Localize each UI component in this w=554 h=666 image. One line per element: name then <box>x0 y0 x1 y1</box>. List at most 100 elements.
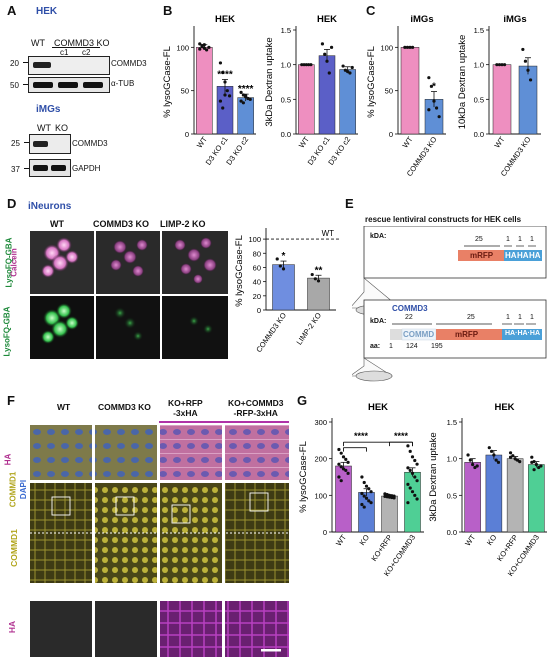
micro-limp2-green <box>162 296 228 359</box>
data-point <box>367 487 371 491</box>
y-tick-label: 40 <box>253 278 261 287</box>
data-point <box>364 496 369 500</box>
bar <box>307 277 330 311</box>
band <box>83 82 103 88</box>
y-tick-label: 200 <box>314 455 327 464</box>
data-point <box>239 90 243 94</box>
blot1-mw2: 50 <box>10 81 19 90</box>
bar <box>485 454 503 533</box>
data-point <box>337 447 341 452</box>
data-point <box>341 64 345 68</box>
data-point <box>339 465 343 469</box>
data-point <box>475 464 479 468</box>
cells-wt <box>41 237 79 344</box>
box1-mrfp: mRFP <box>470 251 494 260</box>
data-point <box>427 76 431 80</box>
reference-line-label: WT <box>322 229 335 238</box>
y-tick-label: 60 <box>253 263 261 272</box>
box1-n1a: 1 <box>506 236 510 243</box>
y-tick-label: 1.0 <box>281 61 291 70</box>
box2-n1c: 1 <box>530 314 534 321</box>
y-tick-label: 0 <box>323 528 327 537</box>
panel-g-letter: G <box>297 393 308 408</box>
panel-e-constructs <box>352 226 547 382</box>
box1-n1c: 1 <box>530 236 534 243</box>
blot2-band2-label: GAPDH <box>72 164 101 173</box>
panel-f-row1-dapi: DAPI <box>19 479 29 500</box>
data-point <box>339 451 343 455</box>
data-point <box>221 106 225 110</box>
cells-limp2 <box>174 237 217 334</box>
x-tick-label: COMMD3 KO <box>254 311 288 354</box>
band <box>33 62 51 68</box>
y-tick-label: 1.0 <box>447 455 457 464</box>
box2-aa1: 1 <box>389 343 393 350</box>
y-tick-label: 0 <box>257 306 261 315</box>
significance-label: **** <box>238 84 254 95</box>
chart-title: HEK <box>317 14 337 25</box>
data-point <box>429 84 434 88</box>
blot1-clone1: c1 <box>60 48 69 57</box>
data-point <box>494 458 498 462</box>
box2-ha: HA·HA·HA <box>505 330 540 337</box>
bar <box>506 458 524 533</box>
y-tick-label: 1.5 <box>474 26 484 35</box>
mw-tick <box>23 84 28 85</box>
panel-e-title: rescue lentiviral constructs for HEK cel… <box>365 215 522 224</box>
data-point <box>487 446 491 450</box>
f-korfp-merge <box>160 425 222 480</box>
y-axis-label: % lysoGCase-FL <box>162 46 173 118</box>
data-point <box>337 475 341 479</box>
blot1-band2-label: α-TUB <box>111 79 135 88</box>
box2-kda: kDA: <box>370 318 387 325</box>
data-point <box>466 453 470 457</box>
box2-commd: COMMD <box>403 330 435 339</box>
data-point <box>532 468 536 472</box>
f-ko-merge <box>95 425 157 480</box>
f-kocommd3-ha <box>225 601 289 657</box>
data-point <box>403 45 407 49</box>
y-tick-label: 100 <box>176 43 189 52</box>
panel-f-col-commd3ko: COMMD3 KO <box>98 402 151 412</box>
y-tick-label: 20 <box>253 292 261 301</box>
panel-f-rescue-bar <box>159 421 289 423</box>
box2-aa: aa: <box>370 343 381 350</box>
data-point <box>537 465 541 470</box>
data-point <box>508 451 513 455</box>
bar <box>518 65 538 135</box>
blot1-mw1: 20 <box>10 59 19 68</box>
box1-n1b: 1 <box>518 236 522 243</box>
data-point <box>427 108 431 112</box>
blot1-wt: WT <box>31 38 45 48</box>
data-point <box>496 460 501 464</box>
box2-n1a: 1 <box>506 314 510 321</box>
data-point <box>248 97 252 101</box>
data-point <box>513 457 517 461</box>
y-tick-label: 0.5 <box>474 95 484 104</box>
panel-d-letter: D <box>7 196 17 211</box>
significance-label: * <box>432 82 436 93</box>
panel-a-img-title: iMGs <box>36 104 61 115</box>
data-point <box>341 467 346 471</box>
y-tick-label: 0.0 <box>474 130 484 139</box>
data-point <box>523 59 528 63</box>
box2-aa124: 124 <box>406 343 418 350</box>
data-point <box>348 71 352 75</box>
bar <box>528 464 545 533</box>
data-point <box>508 455 513 459</box>
band <box>51 165 66 171</box>
blot2-ko: KO <box>55 123 69 133</box>
chart-title: iMGs <box>503 14 526 25</box>
data-point <box>350 65 354 70</box>
y-tick-label: 50 <box>385 87 393 96</box>
box2-n22: 22 <box>405 314 413 321</box>
data-point <box>304 63 308 67</box>
chart-title: HEK <box>368 402 388 413</box>
x-tick-label: WT <box>334 533 348 548</box>
data-point <box>218 99 223 103</box>
panel-e-letter: E <box>345 196 354 211</box>
box1-ha2: HA <box>517 251 529 260</box>
